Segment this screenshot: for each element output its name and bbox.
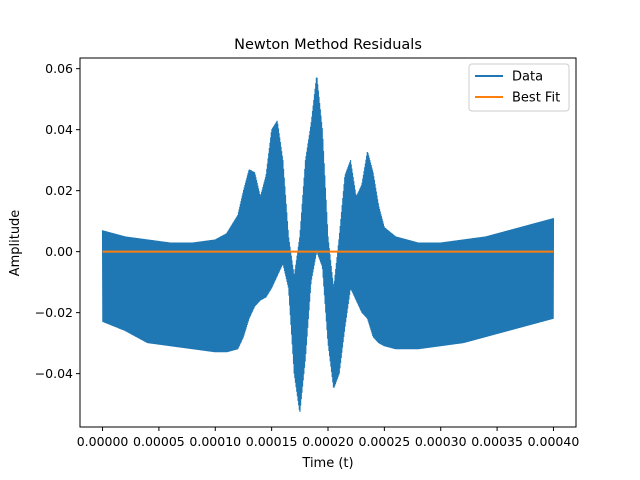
y-tick-label: 0.02 bbox=[45, 183, 73, 198]
series-data-line bbox=[101, 77, 555, 412]
y-tick-label: 0.06 bbox=[45, 61, 73, 76]
y-axis-label: Amplitude bbox=[8, 210, 23, 277]
x-tick-label: 0.00025 bbox=[359, 434, 411, 449]
x-tick-label: 0.00020 bbox=[302, 434, 354, 449]
x-axis-ticks: 0.00000 0.00005 0.00010 0.00015 0.00020 0.000… bbox=[77, 427, 580, 449]
x-tick-label: 0.00040 bbox=[528, 434, 580, 449]
legend-label-best-fit: Best Fit bbox=[512, 91, 560, 106]
plot-area bbox=[101, 77, 555, 412]
x-tick-label: 0.00010 bbox=[189, 434, 241, 449]
x-tick-label: 0.00005 bbox=[133, 434, 185, 449]
y-tick-label: −0.04 bbox=[35, 366, 73, 381]
x-axis-label: Time (t) bbox=[301, 456, 353, 471]
x-tick-label: 0.00035 bbox=[471, 434, 523, 449]
y-axis-ticks: −0.04 −0.02 0.00 0.02 0.04 0.06 bbox=[35, 61, 80, 381]
legend: Data Best Fit bbox=[468, 63, 570, 112]
chart-title: Newton Method Residuals bbox=[234, 37, 422, 53]
x-tick-label: 0.00015 bbox=[246, 434, 298, 449]
x-tick-label: 0.00000 bbox=[77, 434, 129, 449]
y-tick-label: −0.02 bbox=[35, 305, 73, 320]
y-tick-label: 0.04 bbox=[45, 122, 73, 137]
x-tick-label: 0.00030 bbox=[415, 434, 467, 449]
legend-label-data: Data bbox=[512, 70, 543, 85]
y-tick-label: 0.00 bbox=[45, 244, 73, 259]
